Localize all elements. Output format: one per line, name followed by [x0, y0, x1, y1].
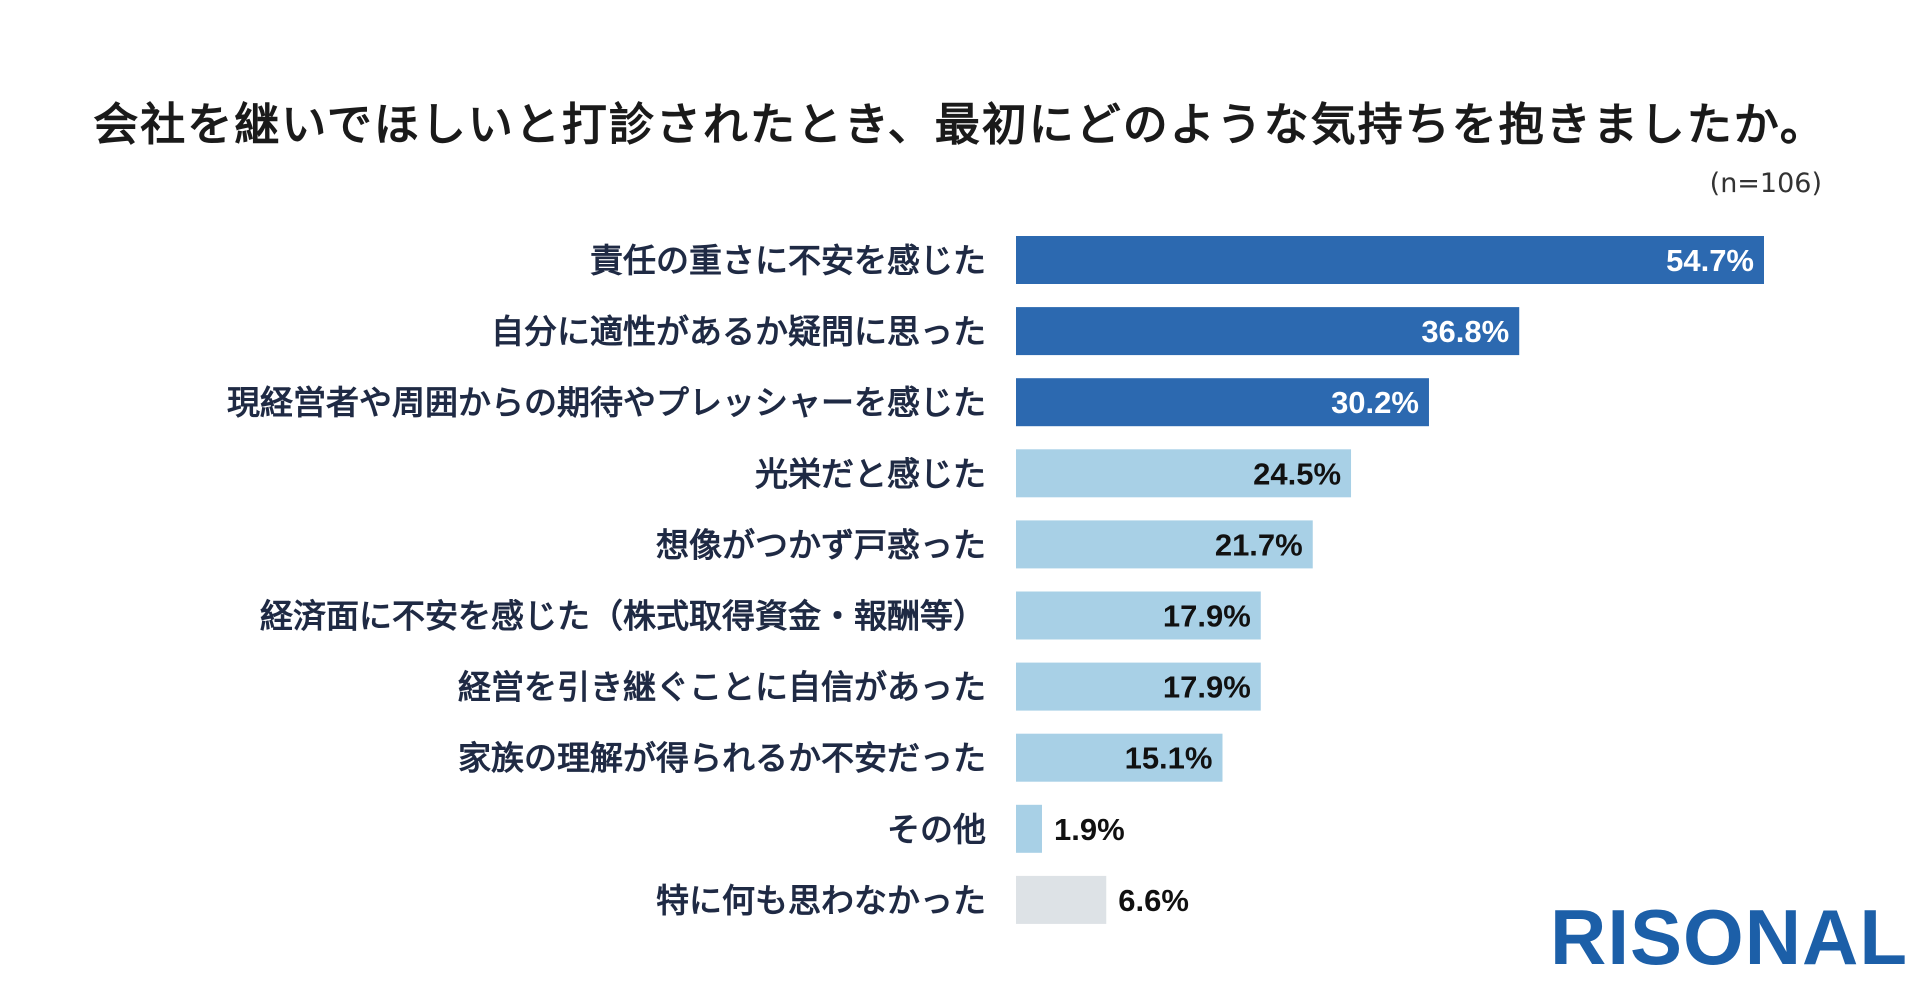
bar: [1016, 520, 1313, 569]
sample-size-note: (n=106): [1709, 168, 1822, 199]
value-label: 6.6%: [1118, 883, 1189, 918]
bar: [1016, 804, 1042, 853]
bar: [1016, 378, 1429, 427]
value-label: 36.8%: [1421, 314, 1509, 349]
value-label: 30.2%: [1331, 385, 1419, 420]
category-label: 光栄だと感じた: [755, 454, 986, 493]
value-label: 24.5%: [1253, 456, 1341, 491]
value-label: 17.9%: [1163, 599, 1251, 634]
category-label: 想像がつかず戸惑った: [656, 525, 986, 564]
category-label: その他: [887, 810, 986, 849]
category-label: 経済面に不安を感じた（株式取得資金・報酬等）: [260, 597, 986, 636]
chart-title: 会社を継いでほしいと打診されたとき、最初にどのような気持ちを抱きましたか。: [93, 98, 1827, 151]
bar: [1016, 875, 1107, 924]
risonal-logo: RISONAL: [1550, 893, 1908, 981]
category-label: 家族の理解が得られるか不安だった: [458, 739, 986, 778]
value-label: 1.9%: [1054, 812, 1125, 847]
category-label: 自分に適性があるか疑問に思った: [491, 312, 986, 351]
bar: [1016, 307, 1520, 356]
value-label: 15.1%: [1125, 741, 1213, 776]
value-label: 54.7%: [1666, 243, 1754, 278]
category-label: 特に何も思わなかった: [656, 881, 986, 920]
category-label: 現経営者や周囲からの期待やプレッシャーを感じた: [227, 383, 986, 422]
category-label: 経営を引き継ぐことに自信があった: [458, 668, 986, 707]
bar: [1016, 236, 1764, 284]
bar: [1016, 733, 1223, 782]
bar: [1016, 662, 1261, 711]
value-label: 21.7%: [1215, 527, 1303, 562]
category-label: 責任の重さに不安を感じた: [590, 241, 986, 280]
bar: [1016, 591, 1261, 640]
value-label: 17.9%: [1163, 670, 1251, 705]
bar: [1016, 449, 1352, 498]
